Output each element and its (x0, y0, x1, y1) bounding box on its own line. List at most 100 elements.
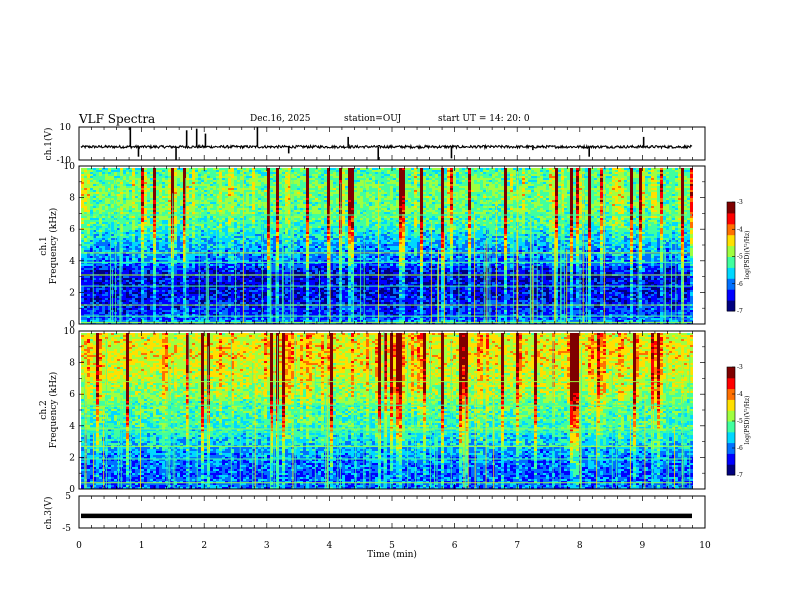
ch1-spectrogram-cell (81, 174, 84, 176)
ch1-spectrogram-cell (102, 310, 105, 312)
ch1-spectrogram-cell (93, 216, 96, 218)
ch1-spectrogram-cell (105, 230, 108, 232)
ch1-spectrogram-cell (96, 206, 99, 208)
ch1-spectrogram-cell (96, 276, 99, 278)
ch1-spectrogram-cell (90, 256, 93, 258)
ch1-spectrogram-cell (111, 178, 114, 180)
ch1-spectrogram-cell (99, 226, 102, 228)
ch1-spectrogram-cell (99, 254, 102, 256)
ch1-spectrogram-cell (90, 232, 93, 234)
ch1-spectrogram-cell (99, 172, 102, 174)
ch1-spectrogram-cell (90, 226, 93, 228)
ch1-spectrogram-cell (111, 232, 114, 234)
ch1-spectrogram-cell (129, 224, 132, 226)
ch1-spectrogram-cell (90, 266, 93, 268)
ch1-spectrogram-cell (105, 260, 108, 262)
ch1-spectrogram-cell (96, 318, 99, 320)
ch1-spectrogram-cell (99, 294, 102, 296)
ch1-spectrogram-cell (87, 264, 90, 266)
ch1-spectrogram-cell (96, 244, 99, 246)
ch1-spectrogram-cell (90, 188, 93, 190)
ch1-spectrogram-cell (81, 288, 84, 290)
ch1-spectrogram-cell (81, 216, 84, 218)
ch1-spectrogram-cell (105, 272, 108, 274)
ch1-spectrogram-cell (132, 182, 135, 184)
ch1-spectrogram-cell (84, 318, 87, 320)
ch1-spectrogram-cell (120, 186, 123, 188)
ch1-spectrogram-cell (108, 174, 111, 176)
ch1-spectrogram-cell (102, 226, 105, 228)
ch1-spectrogram-cell (129, 320, 132, 322)
ch1-spectrogram-cell (123, 282, 126, 284)
ch1-spectrogram-cell (81, 184, 84, 186)
ch1-spectrogram-cell (111, 188, 114, 190)
ch1-spectrogram-cell (84, 266, 87, 268)
ch1-spectrogram-cell (129, 296, 132, 298)
ch1-spectrogram-cell (84, 216, 87, 218)
ch1-spectrogram-cell (111, 226, 114, 228)
ch1-spectrogram-cell (111, 230, 114, 232)
ch1-spectrogram-cell (123, 318, 126, 320)
ch1-spectrogram-cell (126, 246, 129, 248)
ch1-spectrogram-cell (99, 204, 102, 206)
ch1-spectrogram-cell (126, 194, 129, 196)
ch1-spectrogram-cell (126, 248, 129, 250)
ch1-spectrogram-cell (120, 178, 123, 180)
ch1-spectrogram-cell (129, 174, 132, 176)
ch1-spectrogram-cell (87, 290, 90, 292)
ch1-spectrogram-cell (105, 238, 108, 240)
ch1-spectrogram-cell (87, 208, 90, 210)
ch1-spectrogram-cell (87, 202, 90, 204)
ch1-spectrogram-cell (102, 266, 105, 268)
ch1-spectrogram-cell (126, 180, 129, 182)
ch1-spectrogram-cell (81, 302, 84, 304)
ch1-spectrogram-cell (123, 204, 126, 206)
ch1-spectrogram-cell (123, 306, 126, 308)
ch1-spectrogram-cell (105, 210, 108, 212)
ch1-spectrogram-cell (81, 290, 84, 292)
ch1-spectrogram-cell (81, 276, 84, 278)
ch1-spectrogram-cell (90, 310, 93, 312)
ch1-spectrogram-cell (105, 196, 108, 198)
ch1-spectrogram-cell (120, 224, 123, 226)
ch1-spectrogram-cell (81, 282, 84, 284)
ch1-spectrogram-cell (120, 208, 123, 210)
ch1-spectrogram-cell (90, 220, 93, 222)
ch1-spectrogram-cell (129, 172, 132, 174)
ch1-spectrogram-cell (96, 264, 99, 266)
ch1-spectrogram-cell (132, 244, 135, 246)
ch1-spectrogram-cell (84, 168, 87, 170)
ch1-spectrogram-cell (99, 176, 102, 178)
ch1-spectrogram-cell (129, 302, 132, 304)
ch1-spectrogram-cell (129, 184, 132, 186)
ch1-spectrogram-cell (102, 240, 105, 242)
ch1-spectrogram-cell (132, 238, 135, 240)
ch1-spectrogram-cell (105, 224, 108, 226)
ch1-spectrogram-cell (84, 288, 87, 290)
ch1-spectrogram-cell (111, 266, 114, 268)
ch1-spectrogram-cell (123, 208, 126, 210)
ch1-spectrogram-cell (87, 292, 90, 294)
ch1-spectrogram-cell (84, 236, 87, 238)
ch1-spectrogram-cell (84, 244, 87, 246)
ch1-spectrogram-cell (81, 248, 84, 250)
ch1-spectrogram-cell (111, 222, 114, 224)
ch1-spectrogram-cell (123, 220, 126, 222)
ch1-spectrogram-cell (126, 198, 129, 200)
ch1-spectrogram-cell (129, 282, 132, 284)
ch1-spectrogram-cell (126, 318, 129, 320)
ch1-spectrogram-cell (81, 300, 84, 302)
ch1-spectrogram-cell (111, 198, 114, 200)
ch1-spectrogram-cell (90, 302, 93, 304)
ch1-spectrogram-cell (111, 248, 114, 250)
ch1-spectrogram-cell (105, 256, 108, 258)
ch1-spectrogram-cell (96, 170, 99, 172)
ch1-spectrogram-cell (102, 200, 105, 202)
ch1-spectrogram-cell (126, 308, 129, 310)
ch1-spectrogram-cell (96, 288, 99, 290)
ch1-spectrogram-cell (87, 198, 90, 200)
ch1-spectrogram-cell (96, 168, 99, 170)
ch1-spectrogram-cell (105, 244, 108, 246)
ch1-spectrogram-cell (84, 220, 87, 222)
ch1-spectrogram-cell (102, 184, 105, 186)
